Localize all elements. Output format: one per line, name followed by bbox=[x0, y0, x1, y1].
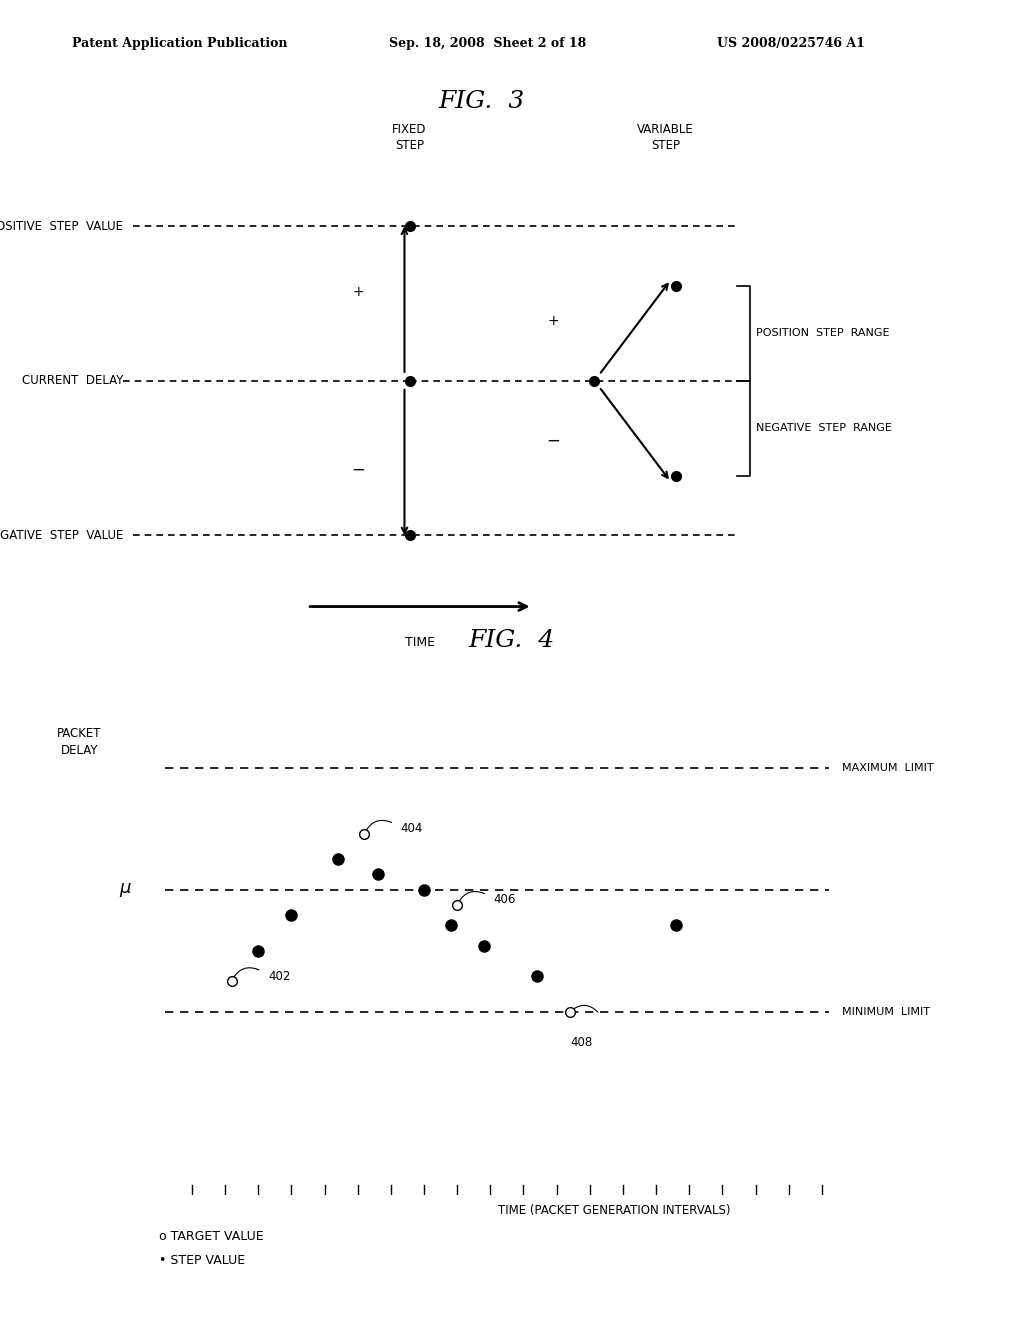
Text: 406: 406 bbox=[494, 894, 516, 907]
Text: FIG.  4: FIG. 4 bbox=[469, 630, 555, 652]
Text: $\mu$: $\mu$ bbox=[119, 880, 132, 899]
Text: +: + bbox=[352, 285, 365, 298]
Text: 402: 402 bbox=[268, 970, 291, 982]
Text: MAXIMUM  LIMIT: MAXIMUM LIMIT bbox=[842, 763, 934, 772]
Text: FIXED
STEP: FIXED STEP bbox=[392, 123, 427, 152]
Text: PACKET
DELAY: PACKET DELAY bbox=[57, 727, 101, 758]
Text: NEGATIVE  STEP  RANGE: NEGATIVE STEP RANGE bbox=[756, 424, 892, 433]
Text: TIME: TIME bbox=[404, 636, 435, 649]
Text: −: − bbox=[546, 432, 560, 449]
Text: US 2008/0225746 A1: US 2008/0225746 A1 bbox=[717, 37, 864, 50]
Text: POSITION  STEP  RANGE: POSITION STEP RANGE bbox=[756, 329, 889, 338]
Text: NEGATIVE  STEP  VALUE: NEGATIVE STEP VALUE bbox=[0, 529, 123, 541]
Text: 404: 404 bbox=[400, 822, 423, 836]
Text: Sep. 18, 2008  Sheet 2 of 18: Sep. 18, 2008 Sheet 2 of 18 bbox=[389, 37, 587, 50]
Text: +: + bbox=[547, 314, 559, 329]
Text: −: − bbox=[351, 461, 366, 479]
Text: • STEP VALUE: • STEP VALUE bbox=[159, 1254, 245, 1267]
Text: VARIABLE
STEP: VARIABLE STEP bbox=[637, 123, 694, 152]
Text: FIG.  3: FIG. 3 bbox=[438, 90, 524, 112]
Text: 408: 408 bbox=[570, 1036, 592, 1048]
Text: POSITIVE  STEP  VALUE: POSITIVE STEP VALUE bbox=[0, 220, 123, 232]
Text: o TARGET VALUE: o TARGET VALUE bbox=[159, 1230, 263, 1243]
Text: CURRENT  DELAY: CURRENT DELAY bbox=[22, 375, 123, 387]
Text: MINIMUM  LIMIT: MINIMUM LIMIT bbox=[842, 1007, 930, 1016]
Text: Patent Application Publication: Patent Application Publication bbox=[72, 37, 287, 50]
Text: TIME (PACKET GENERATION INTERVALS): TIME (PACKET GENERATION INTERVALS) bbox=[498, 1204, 731, 1217]
